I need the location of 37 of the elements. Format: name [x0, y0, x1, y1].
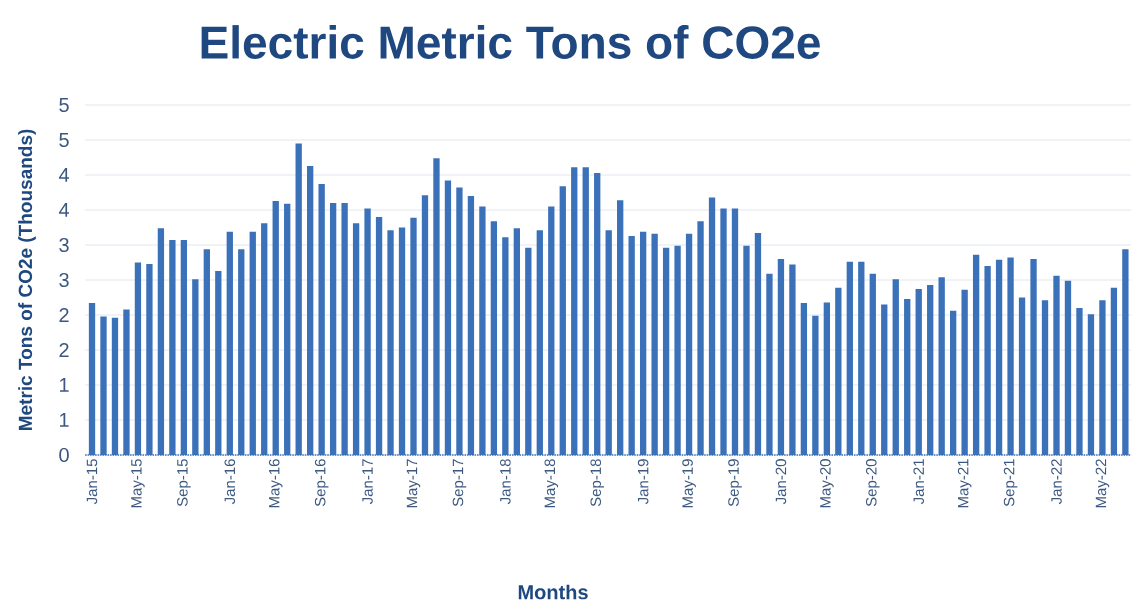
x-tick-label: Sep-21 — [1003, 459, 1018, 507]
y-tick-label: 1 — [60, 413, 69, 427]
x-tick-label: Jan-20 — [775, 459, 787, 505]
x-axis-title: Months — [518, 584, 588, 600]
y-tick-label: 1 — [60, 378, 69, 392]
x-tick-label: Jan-15 — [86, 459, 98, 505]
x-tick-label: May-16 — [268, 459, 283, 508]
x-tick-label: May-21 — [957, 459, 972, 508]
x-tick-label: Sep-16 — [314, 459, 329, 507]
y-tick-label: 3 — [59, 272, 69, 288]
x-tick-label: Sep-19 — [728, 459, 742, 507]
y-axis-title: Metric Tons of CO2e (Thousands) — [18, 129, 36, 431]
x-tick-label: Jan-16 — [224, 459, 236, 505]
y-tick-label: 0 — [59, 447, 69, 463]
x-tick-label: Jan-21 — [913, 459, 925, 505]
x-tick-label: Sep-17 — [452, 459, 467, 507]
x-tick-label: Jan-19 — [637, 459, 649, 505]
x-tick-label: Sep-15 — [177, 459, 191, 507]
x-tick-label: May-22 — [1095, 459, 1110, 508]
y-tick-label: 4 — [58, 203, 70, 217]
x-tick-label: May-19 — [682, 459, 696, 508]
y-tick-label: 3 — [59, 237, 69, 253]
y-tick-label: 5 — [59, 98, 69, 112]
x-tick-label: Sep-18 — [590, 459, 605, 507]
x-tick-label: Jan-17 — [362, 459, 373, 505]
y-tick-label: 4 — [58, 168, 70, 182]
x-tick-label: Jan-22 — [1051, 459, 1062, 505]
x-tick-label: May-15 — [131, 459, 145, 508]
x-tick-label: Sep-20 — [865, 459, 880, 507]
x-tick-label: Jan-18 — [500, 459, 511, 505]
y-tick-label: 2 — [59, 343, 69, 357]
x-tick-label: May-20 — [820, 459, 834, 508]
chart-title: Electric Metric Tons of CO2e — [201, 25, 820, 59]
y-tick-label: 2 — [59, 308, 69, 322]
x-tick-label: May-17 — [406, 459, 421, 508]
y-tick-label: 5 — [59, 133, 69, 147]
x-tick-label: May-18 — [544, 459, 559, 508]
